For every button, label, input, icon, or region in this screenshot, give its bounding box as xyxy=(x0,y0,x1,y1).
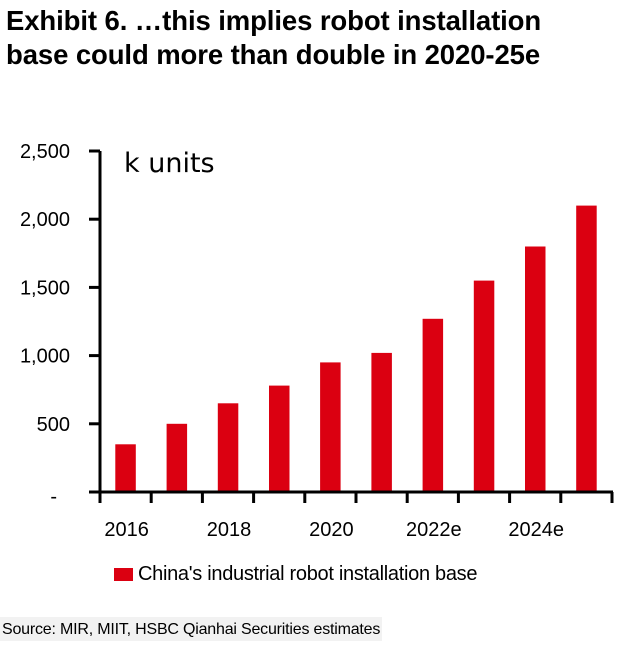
bar-chart: - 500 1,000 1,500 2,000 2,500 2016 2018 2020 202… xyxy=(20,141,614,541)
y-tick-label: 1,500 xyxy=(20,277,70,299)
y-tick-label: 1,000 xyxy=(20,346,70,368)
y-tick-label: 2,000 xyxy=(20,209,70,231)
bar-2019 xyxy=(269,385,290,492)
bar-2016 xyxy=(115,444,136,492)
x-tick-label: 2020 xyxy=(309,519,354,541)
chart-title-line-2: base could more than double in 2020-25e xyxy=(6,39,541,70)
bar-2025e xyxy=(576,205,597,492)
chart-title-line-1: Exhibit 6. …this implies robot installat… xyxy=(6,5,542,36)
x-axis xyxy=(89,490,614,503)
bars xyxy=(115,205,597,492)
y-tick-label: 500 xyxy=(37,414,70,436)
bar-2018 xyxy=(217,403,239,492)
bar-2022e xyxy=(422,318,444,492)
x-tick-label: 2022e xyxy=(406,519,462,541)
x-tick-label: 2024e xyxy=(508,519,564,541)
bar-2023e xyxy=(473,280,495,492)
bar-2017 xyxy=(166,423,188,492)
legend-label: China's industrial robot installation ba… xyxy=(138,563,478,585)
y-tick-label: - xyxy=(50,486,57,508)
legend-swatch xyxy=(114,567,133,581)
y-tick-label: 2,500 xyxy=(20,141,70,163)
bar-2024e xyxy=(525,246,546,492)
source-note: Source: MIR, MIIT, HSBC Qianhai Securiti… xyxy=(0,617,383,641)
chart-title: Exhibit 6. …this implies robot installat… xyxy=(6,4,621,72)
y-axis xyxy=(89,149,102,493)
y-tick-labels: - 500 1,000 1,500 2,000 2,500 xyxy=(20,141,70,508)
x-tick-label: 2018 xyxy=(207,519,252,541)
unit-annotation: k units xyxy=(124,148,215,179)
x-tick-label: 2016 xyxy=(104,519,149,541)
x-tick-labels: 2016 2018 2020 2022e 2024e xyxy=(104,519,564,541)
bar-2021 xyxy=(371,352,392,492)
bar-2020 xyxy=(320,362,341,492)
legend: China's industrial robot installation ba… xyxy=(114,562,478,586)
